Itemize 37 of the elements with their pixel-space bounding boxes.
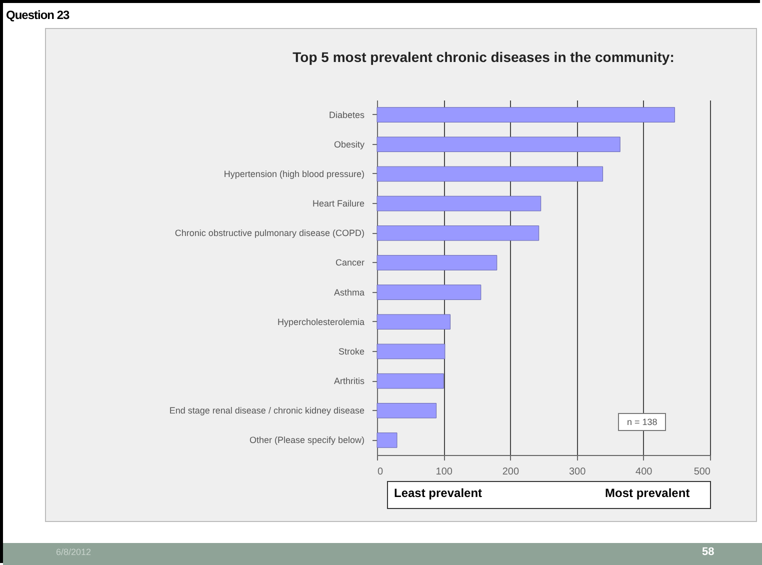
bar xyxy=(376,432,398,448)
y-tick-label: End stage renal disease / chronic kidney disease xyxy=(169,406,364,416)
bar xyxy=(376,136,620,152)
bar xyxy=(376,284,482,300)
bar xyxy=(376,373,444,389)
x-tick-label: 400 xyxy=(636,466,653,478)
text: 58 xyxy=(702,546,714,558)
y-tick-label: Diabetes xyxy=(328,110,365,120)
x-tick-label: 200 xyxy=(502,466,520,478)
chart-title: Top 5 most prevalent chronic diseases in the community: xyxy=(292,49,674,65)
y-tick-label: Stroke xyxy=(338,346,364,356)
x-tick-label: 0 xyxy=(378,466,384,478)
y-tick-label: Obesity xyxy=(334,139,365,150)
bar xyxy=(376,402,437,418)
annotation: n = 138 xyxy=(618,413,666,431)
bar xyxy=(376,166,604,182)
text: Least prevalent xyxy=(394,486,482,500)
bar xyxy=(376,107,675,122)
y-tick-label: Asthma xyxy=(334,287,364,298)
bar xyxy=(376,255,498,270)
x-tick-label: 100 xyxy=(436,466,453,478)
x-tick-label: 300 xyxy=(568,466,586,478)
y-tick-label: Arthritis xyxy=(334,376,365,386)
x-tick-label: 500 xyxy=(694,466,711,478)
y-tick-label: Chronic obstructive pulmonary disease (COPD) xyxy=(174,228,364,238)
text: 6/8/2012 xyxy=(56,547,92,557)
y-tick-label: Heart Failure xyxy=(312,198,364,209)
y-tick-label: Hypertension (high blood pressure) xyxy=(224,168,364,179)
y-tick-label: Cancer xyxy=(335,258,364,268)
y-tick-label: Other (Please specify below) xyxy=(249,435,364,446)
y-tick-label: Hypercholesterolemia xyxy=(277,316,364,327)
text: Question 23 xyxy=(6,8,70,22)
bar xyxy=(376,344,446,360)
bar xyxy=(376,225,540,241)
bar xyxy=(376,314,451,330)
bar xyxy=(376,196,542,212)
text: Most prevalent xyxy=(605,486,690,500)
